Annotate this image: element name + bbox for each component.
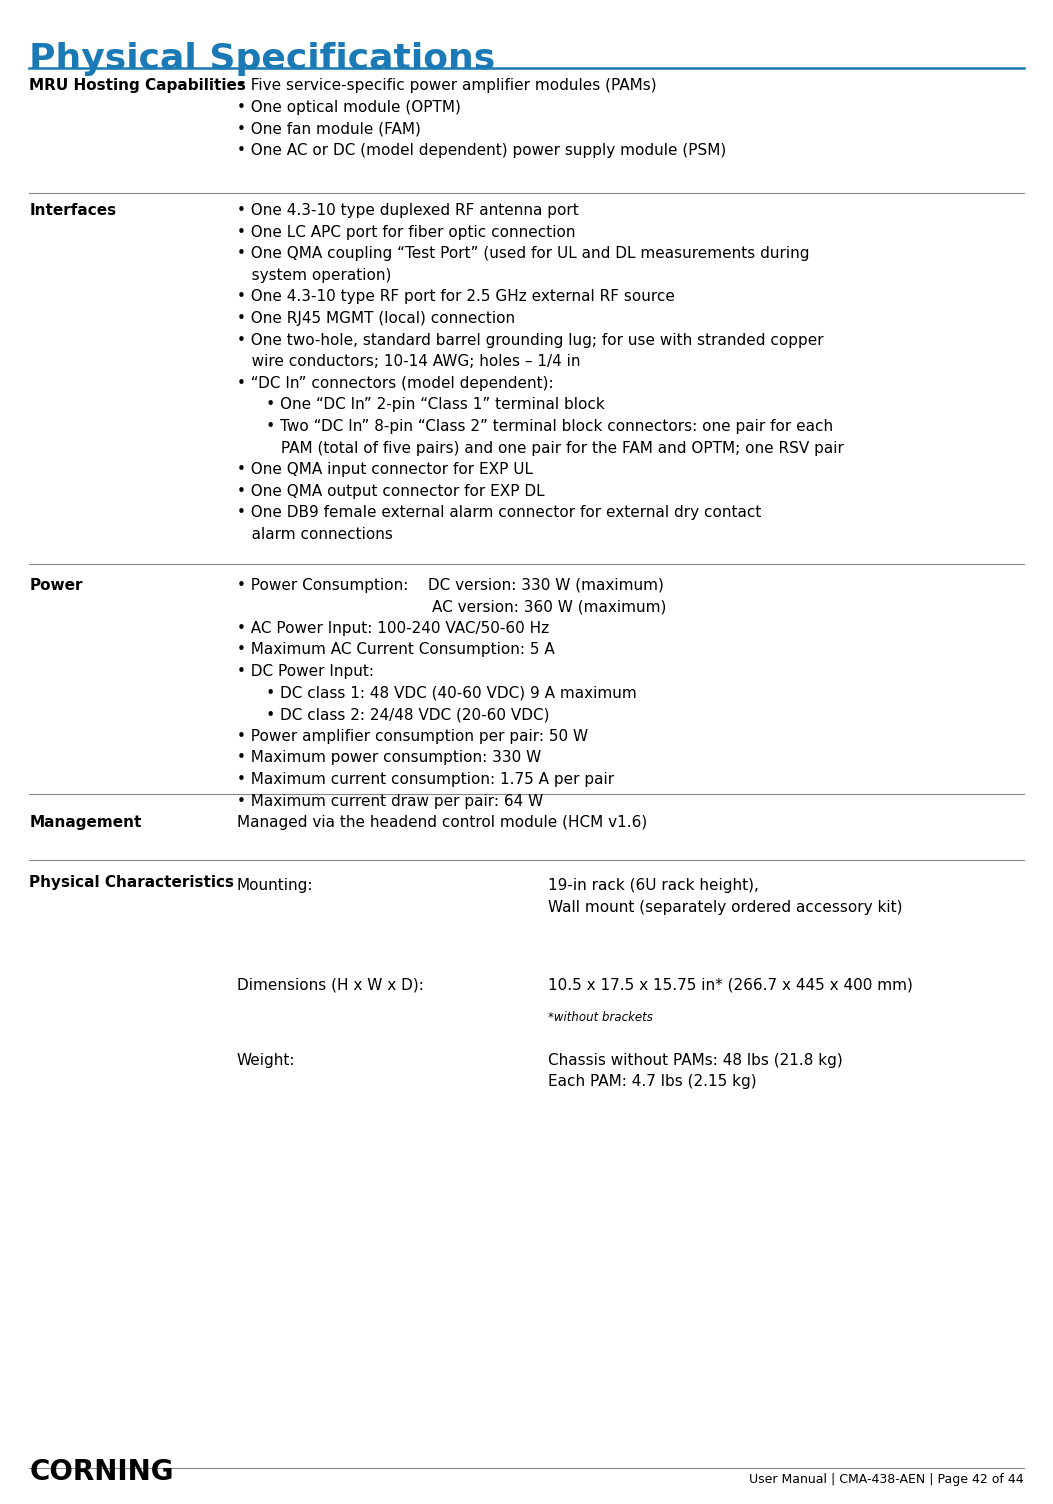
Text: Physical Characteristics: Physical Characteristics bbox=[29, 875, 235, 890]
Text: Weight:: Weight: bbox=[237, 1053, 296, 1068]
Text: Dimensions (H x W x D):: Dimensions (H x W x D): bbox=[237, 978, 423, 993]
Text: • Power Consumption:    DC version: 330 W (maximum)
                            : • Power Consumption: DC version: 330 W (… bbox=[237, 578, 667, 809]
Text: *without brackets: *without brackets bbox=[548, 1011, 653, 1024]
Text: Managed via the headend control module (HCM v1.6): Managed via the headend control module (… bbox=[237, 815, 648, 830]
Text: Physical Specifications: Physical Specifications bbox=[29, 42, 496, 77]
Text: Mounting:: Mounting: bbox=[237, 878, 314, 893]
Text: 19-in rack (6U rack height),
Wall mount (separately ordered accessory kit): 19-in rack (6U rack height), Wall mount … bbox=[548, 878, 902, 914]
Text: CORNING: CORNING bbox=[29, 1457, 174, 1486]
Text: • One 4.3-10 type duplexed RF antenna port
• One LC APC port for fiber optic con: • One 4.3-10 type duplexed RF antenna po… bbox=[237, 203, 843, 541]
Text: 10.5 x 17.5 x 15.75 in* (266.7 x 445 x 400 mm): 10.5 x 17.5 x 15.75 in* (266.7 x 445 x 4… bbox=[548, 978, 913, 993]
Text: User Manual | CMA-438-AEN | Page 42 of 44: User Manual | CMA-438-AEN | Page 42 of 4… bbox=[749, 1472, 1024, 1486]
Text: Management: Management bbox=[29, 815, 142, 830]
Text: Power: Power bbox=[29, 578, 83, 593]
Text: Interfaces: Interfaces bbox=[29, 203, 117, 218]
Text: • Five service-specific power amplifier modules (PAMs)
• One optical module (OPT: • Five service-specific power amplifier … bbox=[237, 78, 727, 158]
Text: MRU Hosting Capabilities: MRU Hosting Capabilities bbox=[29, 78, 246, 93]
Text: Chassis without PAMs: 48 lbs (21.8 kg)
Each PAM: 4.7 lbs (2.15 kg): Chassis without PAMs: 48 lbs (21.8 kg) E… bbox=[548, 1053, 842, 1089]
